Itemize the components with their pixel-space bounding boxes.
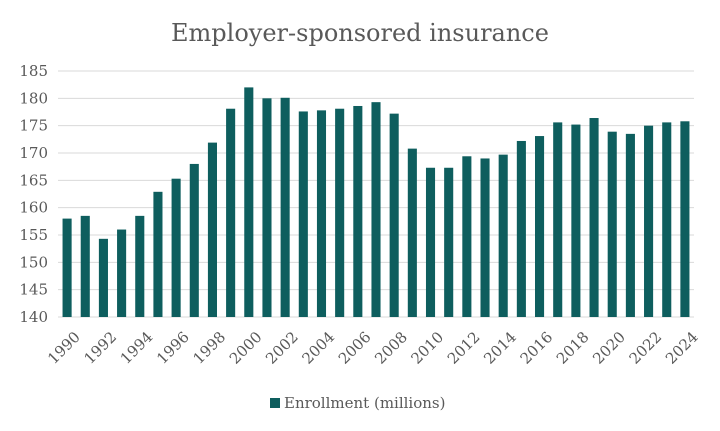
y-tick-label-170: 170 — [19, 144, 48, 162]
y-tick-label-185: 185 — [19, 62, 48, 80]
bar-2004 — [316, 110, 327, 317]
x-tick-label-2016: 2016 — [517, 328, 557, 368]
legend-swatch — [270, 398, 280, 408]
bar-2013 — [480, 158, 490, 317]
bar-2017 — [553, 122, 563, 318]
bar-2010 — [425, 167, 436, 317]
bar-2001 — [262, 98, 272, 317]
bar-2018 — [571, 124, 581, 317]
x-tick-label-1994: 1994 — [117, 328, 157, 368]
y-tick-label-140: 140 — [19, 308, 48, 326]
bar-1993 — [117, 229, 127, 317]
bar-2009 — [407, 148, 417, 317]
x-tick-label-2006: 2006 — [335, 328, 375, 368]
bar-1994 — [135, 215, 145, 317]
x-tick-label-1990: 1990 — [44, 328, 84, 368]
bar-2002 — [280, 97, 290, 317]
bar-2011 — [444, 167, 454, 317]
x-tick-label-2008: 2008 — [371, 328, 411, 368]
x-tick-label-2018: 2018 — [553, 328, 593, 368]
legend-label: Enrollment (millions) — [284, 394, 445, 412]
x-tick-label-1998: 1998 — [189, 328, 229, 368]
bar-1990 — [62, 218, 72, 317]
bar-2021 — [625, 133, 635, 317]
bar-2000 — [244, 87, 254, 318]
bar-1999 — [226, 108, 236, 317]
bar-2019 — [589, 118, 599, 317]
bar-1992 — [98, 238, 108, 317]
x-tick-label-2000: 2000 — [226, 328, 266, 368]
bar-2007 — [371, 102, 381, 317]
bar-1996 — [171, 178, 181, 317]
y-tick-label-155: 155 — [19, 226, 48, 244]
bar-2024 — [680, 121, 690, 317]
bar-2003 — [298, 111, 308, 317]
bar-2012 — [462, 156, 472, 317]
bar-2006 — [353, 105, 363, 317]
chart-title: Employer-sponsored insurance — [171, 19, 549, 47]
legend: Enrollment (millions) — [270, 394, 445, 412]
y-tick-label-150: 150 — [19, 253, 48, 271]
y-axis-tick-labels: 140 145 150 155 160 165 170 175 180 185 — [19, 62, 48, 326]
y-tick-label-165: 165 — [19, 171, 48, 189]
bar-2020 — [607, 131, 617, 317]
x-tick-label-1992: 1992 — [80, 328, 120, 368]
y-tick-label-180: 180 — [19, 89, 48, 107]
bar-2008 — [389, 113, 399, 317]
y-tick-label-175: 175 — [19, 117, 48, 135]
bar-1997 — [189, 163, 199, 317]
bar-1991 — [80, 215, 90, 317]
x-tick-label-2024: 2024 — [662, 328, 702, 368]
x-tick-label-2020: 2020 — [589, 328, 629, 368]
y-tick-label-145: 145 — [19, 281, 48, 299]
bar-2014 — [498, 154, 508, 317]
bar-1995 — [153, 191, 163, 317]
bar-1998 — [207, 142, 217, 317]
x-tick-label-2022: 2022 — [626, 328, 666, 368]
x-tick-label-2010: 2010 — [408, 328, 448, 368]
bar-2015 — [516, 140, 526, 317]
x-axis-tick-labels: 1990199219941996199820002002200420062008… — [44, 328, 702, 368]
bars — [62, 87, 690, 318]
bar-2005 — [335, 108, 345, 317]
x-tick-label-1996: 1996 — [153, 328, 193, 368]
bar-2023 — [662, 122, 672, 318]
bar-2016 — [535, 136, 545, 317]
x-tick-label-2002: 2002 — [262, 328, 302, 368]
bar-2022 — [644, 125, 654, 318]
y-tick-label-160: 160 — [19, 199, 48, 217]
x-tick-label-2014: 2014 — [480, 328, 520, 368]
x-tick-label-2012: 2012 — [444, 328, 484, 368]
x-tick-label-2004: 2004 — [299, 328, 339, 368]
